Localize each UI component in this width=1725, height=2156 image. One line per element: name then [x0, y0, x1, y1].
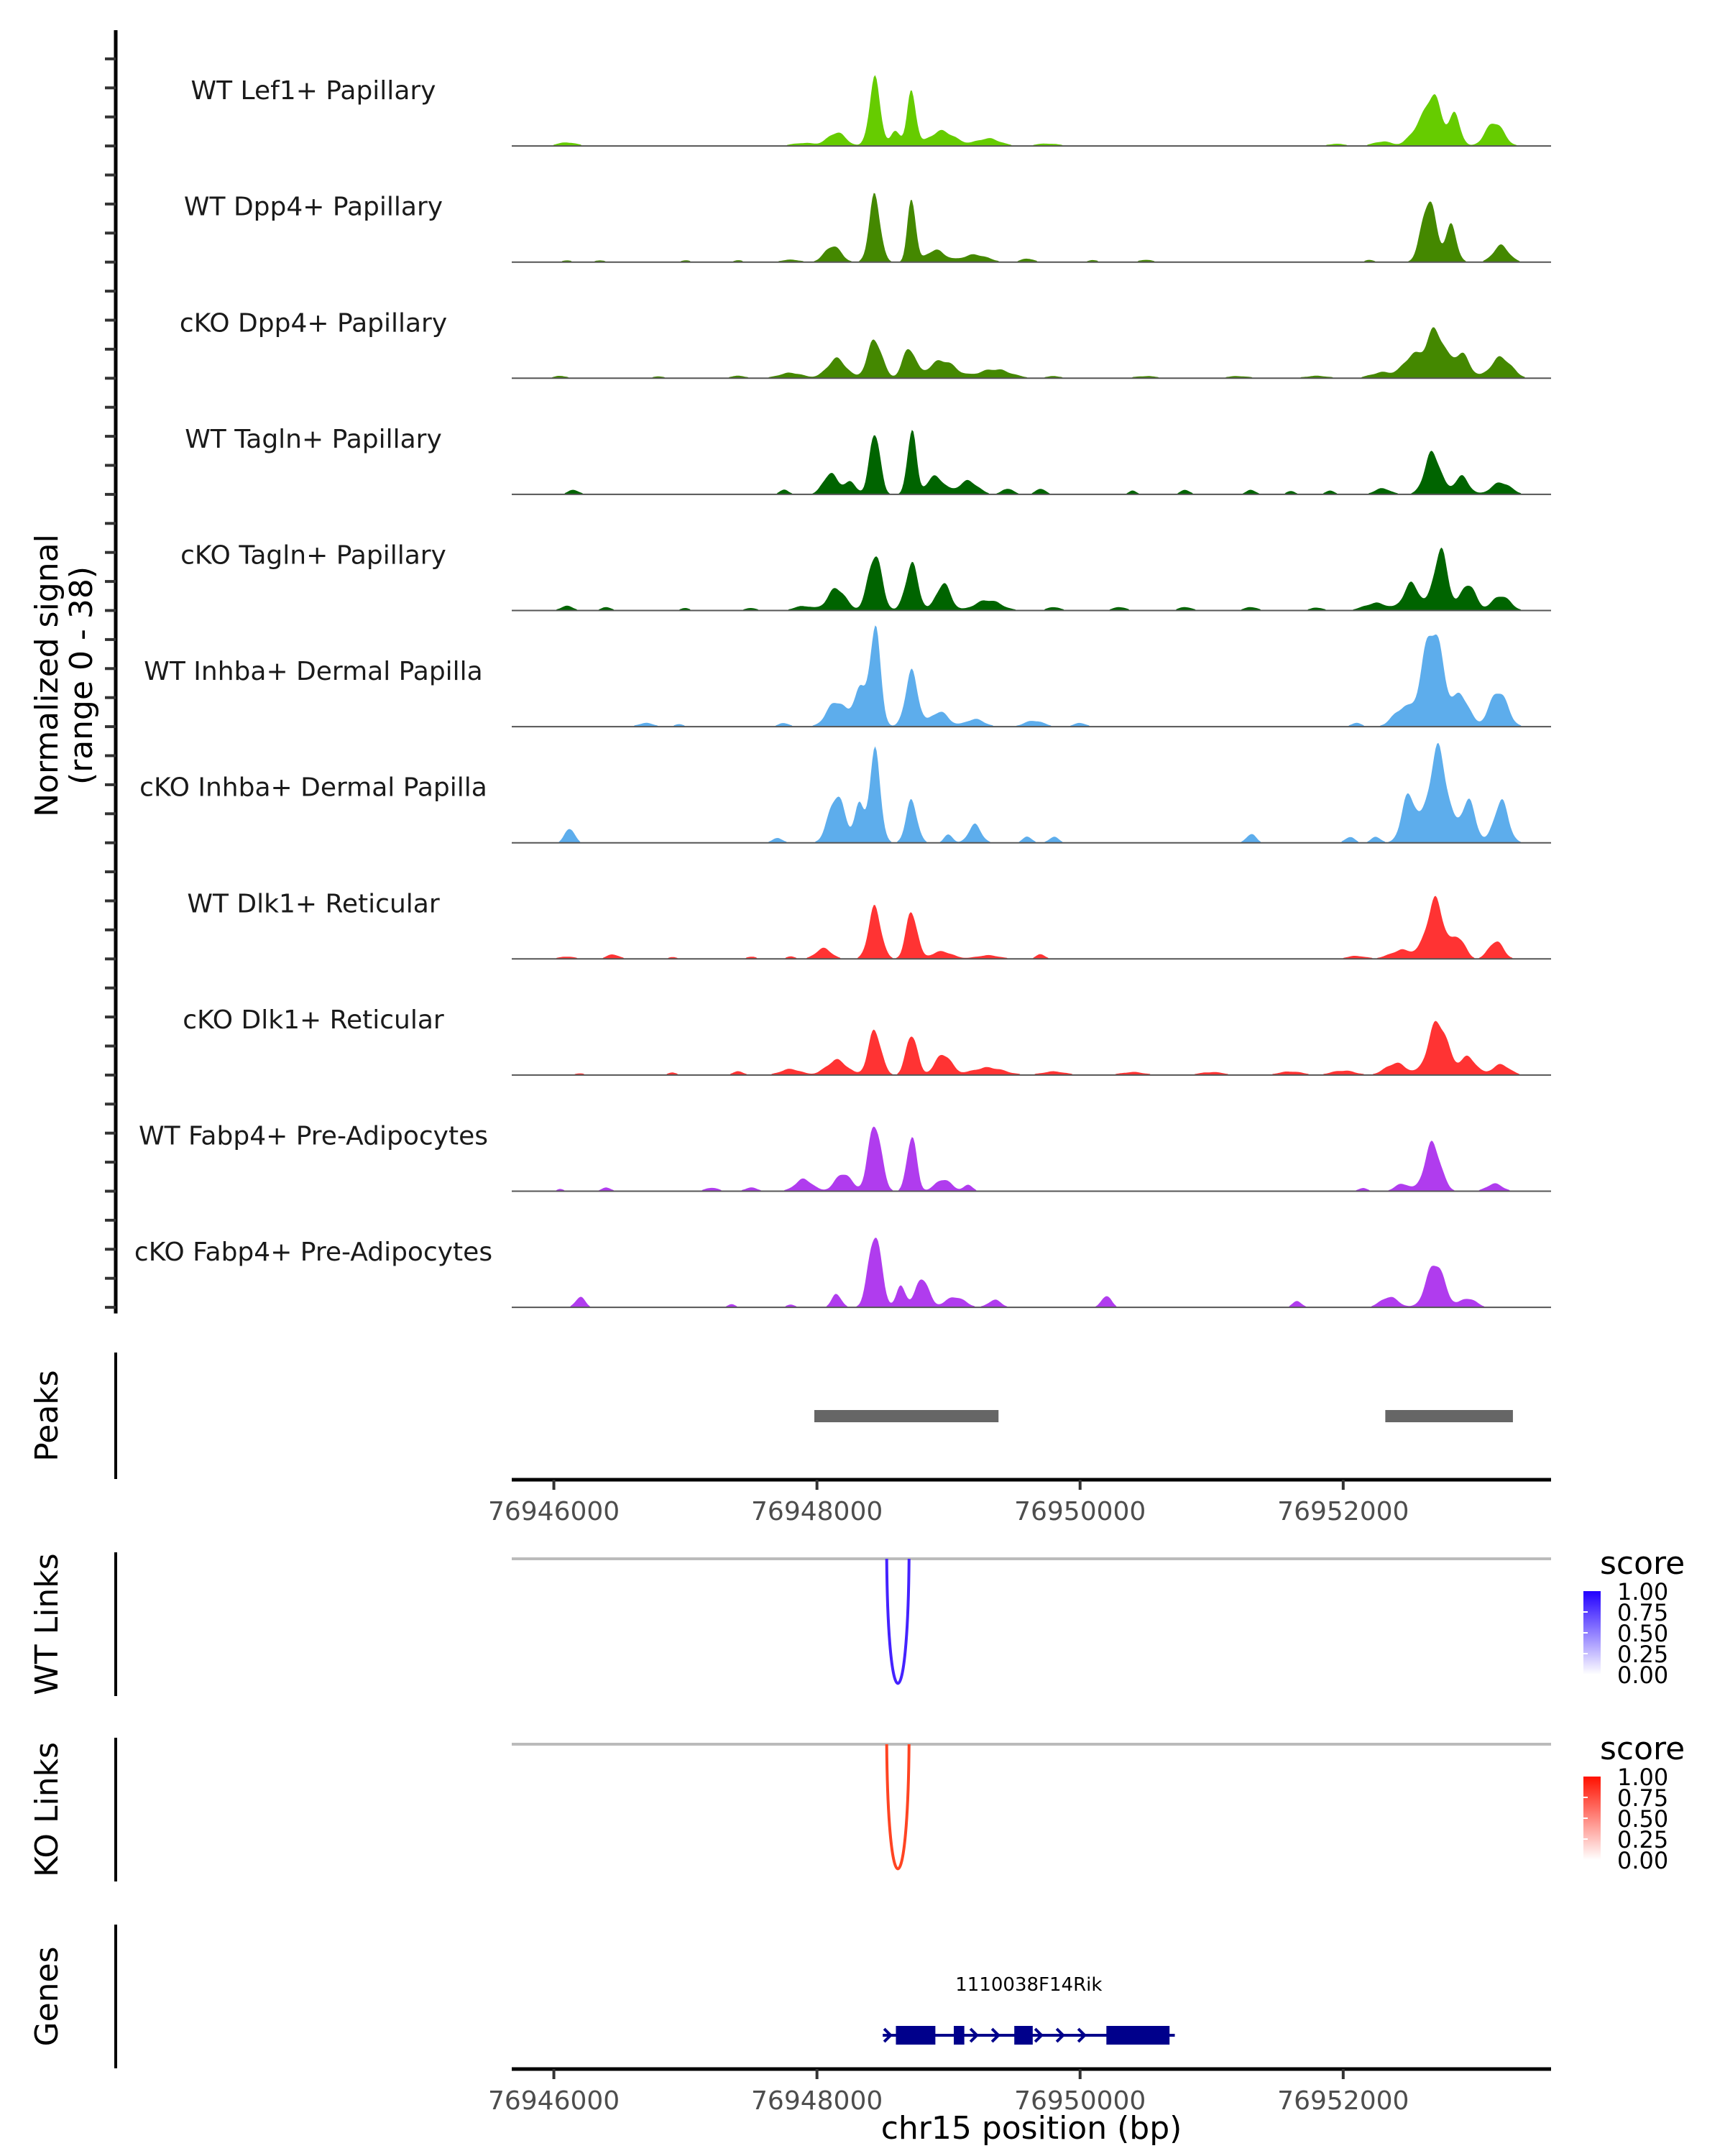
gene-exon	[1106, 2026, 1170, 2045]
strand-arrow-icon	[1077, 2027, 1087, 2043]
strand-arrow-icon	[1034, 2027, 1044, 2043]
genes-x-tick-label: 76946000	[488, 2086, 620, 2116]
signal-area	[534, 547, 1525, 611]
legend-tick-label: 1.00	[1617, 1764, 1668, 1791]
strand-arrow-icon	[1055, 2027, 1065, 2043]
genes-x-tick-label: 76952000	[1277, 2086, 1409, 2116]
legend-tick-label: 0.75	[1617, 1599, 1668, 1626]
x-axis-title: chr15 position (bp)	[881, 2110, 1182, 2147]
legend-tick-label: 0.50	[1617, 1805, 1668, 1833]
peaks-x-tick-label: 76946000	[488, 1497, 620, 1526]
links-label: WT Links	[29, 1553, 65, 1695]
signal-area	[534, 895, 1525, 959]
gene-exon	[896, 2026, 936, 2045]
track-label: cKO Dpp4+ Papillary	[180, 308, 447, 338]
signal-area	[534, 742, 1525, 843]
track-label: WT Tagln+ Papillary	[185, 425, 442, 454]
gene-name: 1110038F14Rik	[955, 1974, 1102, 1996]
legend-title: score	[1600, 1545, 1685, 1582]
strand-arrow-icon	[883, 2027, 893, 2043]
signal-area	[534, 193, 1525, 262]
legend-tick-label: 0.75	[1617, 1784, 1668, 1812]
coverage-panel: WT Lef1+ Papillary WT Dpp4+ Papillary cKO …	[105, 30, 1551, 1314]
peak-region	[1385, 1410, 1513, 1422]
legend-tick-label: 0.00	[1617, 1847, 1668, 1874]
legend-tick-label: 0.25	[1617, 1826, 1668, 1853]
peaks-x-tick-label: 76952000	[1277, 1497, 1409, 1526]
genes-label: Genes	[29, 1946, 65, 2046]
legend-tick-label: 0.25	[1617, 1641, 1668, 1668]
signal-area	[534, 1021, 1525, 1075]
gene-exon	[954, 2026, 965, 2045]
y-axis-title: Normalized signal	[29, 534, 65, 817]
genes-x-tick-label: 76948000	[751, 2086, 883, 2116]
track-label: WT Dlk1+ Reticular	[187, 889, 439, 918]
signal-area	[534, 1238, 1525, 1308]
strand-arrow-icon	[990, 2027, 1000, 2043]
signal-area	[534, 430, 1525, 494]
peaks-x-tick-label: 76948000	[751, 1497, 883, 1526]
legend-title: score	[1600, 1731, 1685, 1767]
legend-tick-label: 1.00	[1617, 1578, 1668, 1606]
link-arc	[885, 1743, 911, 1871]
legend-tick-label: 0.50	[1617, 1620, 1668, 1647]
track-label: WT Lef1+ Papillary	[191, 76, 436, 106]
genes-x-tick-label: 76950000	[1014, 2086, 1146, 2116]
track-label: WT Inhba+ Dermal Papilla	[144, 657, 482, 686]
signal-area	[534, 625, 1525, 727]
track-label: cKO Dlk1+ Reticular	[183, 1005, 444, 1035]
links-label: KO Links	[29, 1742, 65, 1877]
track-label: WT Fabp4+ Pre-Adipocytes	[139, 1122, 488, 1151]
peaks-panel: Peaks 76946000 76948000 76950000 76952000	[29, 1353, 1551, 1526]
track-label: cKO Tagln+ Papillary	[180, 541, 446, 571]
peaks-label: Peaks	[29, 1370, 65, 1461]
track-label: WT Dpp4+ Papillary	[184, 193, 443, 222]
strand-arrow-icon	[969, 2027, 979, 2043]
peaks-x-tick-label: 76950000	[1014, 1497, 1146, 1526]
track-label: cKO Inhba+ Dermal Papilla	[139, 773, 487, 803]
legend-tick-label: 0.00	[1617, 1662, 1668, 1689]
gene-exon	[1014, 2026, 1033, 2045]
genes-panel: Genes 1110038F14Rik 76946000 76948000 769500…	[29, 1925, 1551, 2116]
peak-region	[814, 1410, 999, 1422]
track-label: cKO Fabp4+ Pre-Adipocytes	[134, 1238, 492, 1267]
signal-area	[534, 1126, 1525, 1192]
link-arc	[885, 1558, 911, 1685]
signal-area	[534, 327, 1525, 379]
signal-area	[534, 75, 1525, 147]
y-axis-subtitle: (range 0 - 38)	[63, 566, 100, 785]
